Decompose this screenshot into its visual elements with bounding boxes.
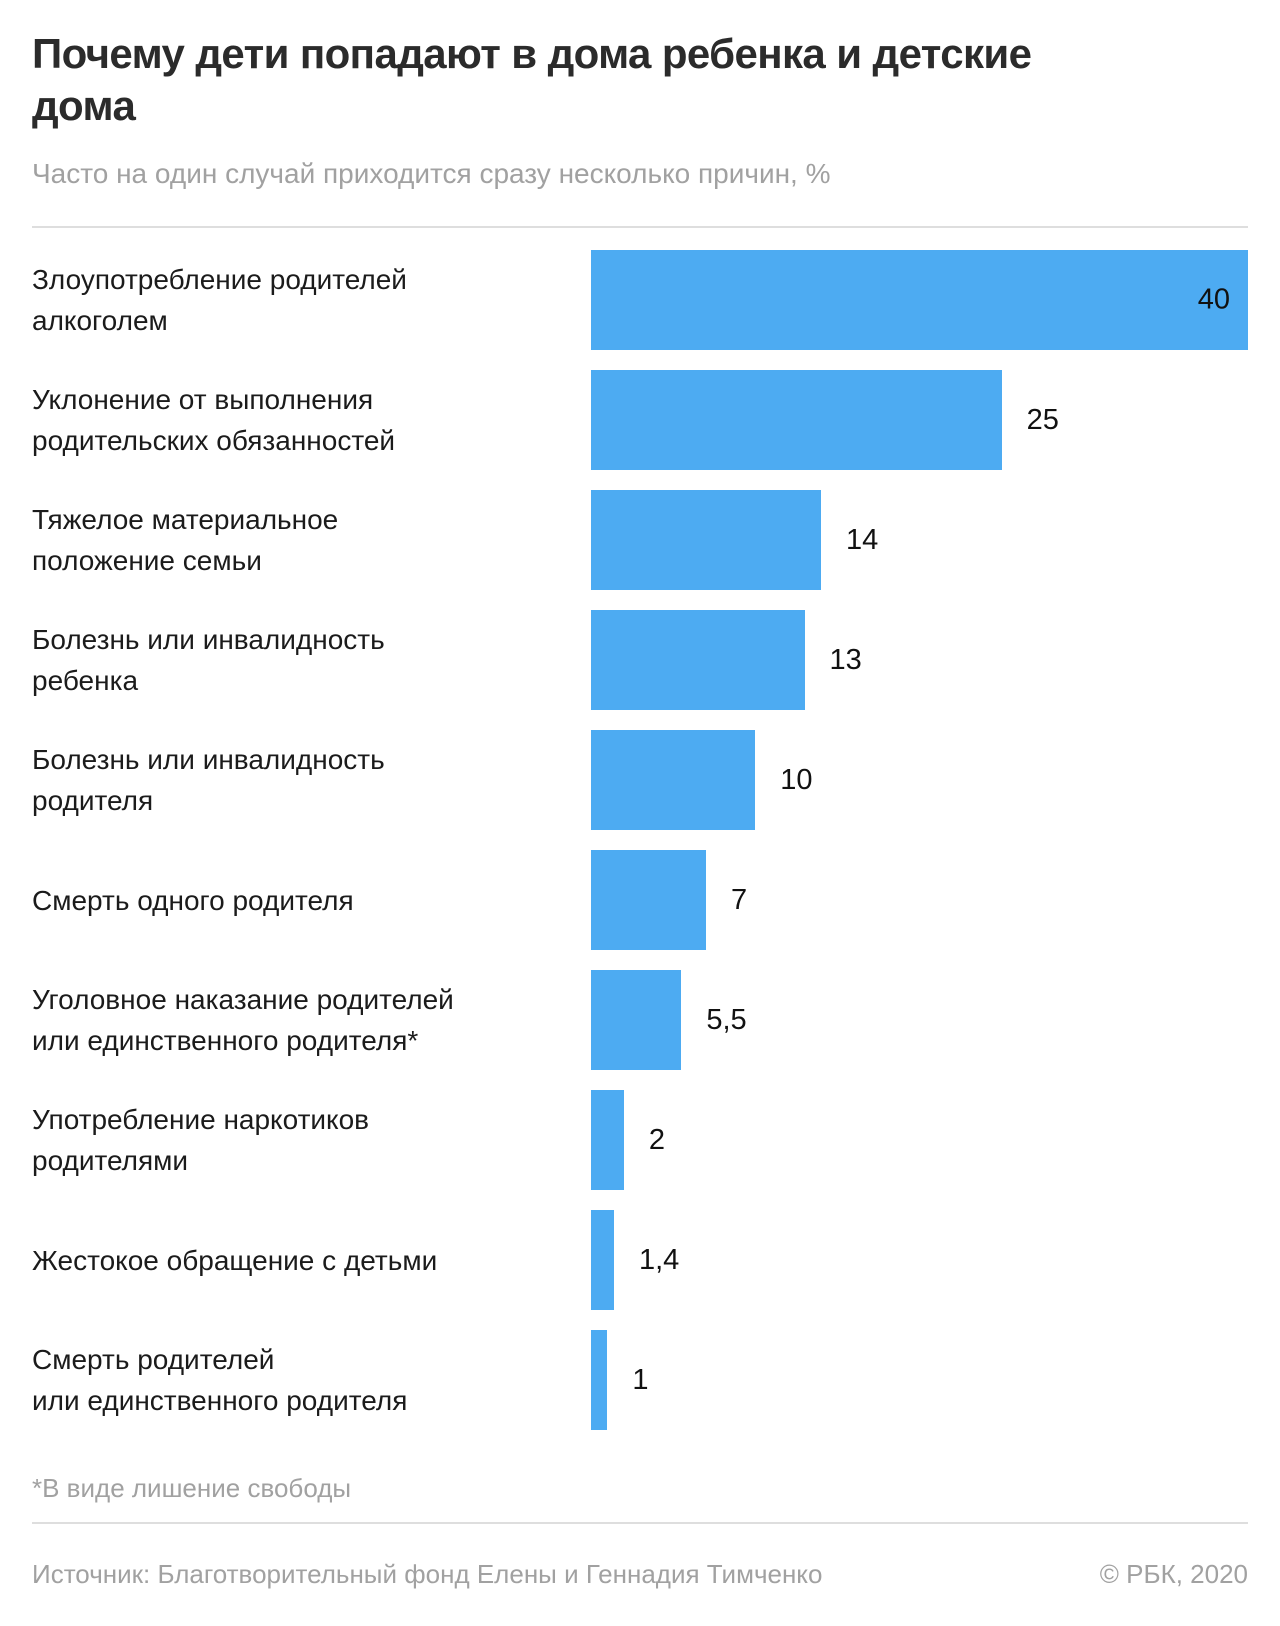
bar-row: Тяжелое материальное положение семьи 14 [32,480,1248,600]
value-label: 14 [845,523,879,556]
bar-area: 1,4 [591,1210,1248,1310]
bar-area: 14 [591,490,1248,590]
bar-area: 5,5 [591,970,1248,1070]
category-label: Уклонение от выполнения родительских обя… [32,384,396,456]
category-label: Злоупотребление родителей алкоголем [32,264,407,336]
bar-row: Жестокое обращение с детьми 1,4 [32,1200,1248,1320]
bar [591,970,682,1070]
bar [591,610,805,710]
bottom-divider [32,1522,1248,1524]
bar [591,1090,624,1190]
top-divider [32,226,1248,228]
value-label: 25 [1026,403,1059,436]
bar-row: Смерть родителей или единственного родит… [32,1320,1248,1440]
value-label: 1,4 [638,1243,680,1276]
category-label: Смерть одного родителя [32,884,354,916]
value-label: 13 [829,643,862,676]
bar-row: Уголовное наказание родителей или единст… [32,960,1248,1080]
value-label: 1 [632,1363,649,1396]
bar [591,250,1248,350]
bar [591,1330,608,1430]
bar [591,490,821,590]
footer: Источник: Благотворительный фонд Елены и… [32,1556,1248,1592]
bar-row: Болезнь или инвалидность ребенка 13 [32,600,1248,720]
category-label: Болезнь или инвалидность родителя [32,744,385,816]
bar [591,730,756,830]
bar [591,1210,614,1310]
bar-row: Употребление наркотиков родителями 2 [32,1080,1248,1200]
bar-area: 7 [591,850,1248,950]
category-label: Употребление наркотиков родителями [32,1104,370,1176]
bar-area: 40 [591,250,1248,350]
category-label: Тяжелое материальное положение семьи [32,504,339,576]
value-label: 40 [1197,283,1230,316]
source-credit: Источник: Благотворительный фонд Елены и… [32,1559,823,1589]
footnote: *В виде лишение свободы [32,1473,352,1503]
bar-row: Уклонение от выполнения родительских обя… [32,360,1248,480]
bar-chart: Злоупотребление родителей алкоголем 40 У… [32,240,1248,1440]
bar-area: 25 [591,370,1248,470]
bar-row: Болезнь или инвалидность родителя 10 [32,720,1248,840]
category-label: Болезнь или инвалидность ребенка [32,624,385,696]
page-title: Почему дети попадают в дома ребенка и де… [32,30,1032,129]
value-label: 10 [780,763,813,796]
bar-area: 2 [591,1090,1248,1190]
bar-row: Злоупотребление родителей алкоголем 40 [32,240,1248,360]
bar-area: 10 [591,730,1248,830]
infographic-page: Почему дети попадают в дома ребенка и де… [32,30,1248,1592]
category-label: Жестокое обращение с детьми [32,1244,438,1276]
category-label: Уголовное наказание родителей или единст… [32,984,454,1056]
category-label: Смерть родителей или единственного родит… [32,1344,408,1416]
bar-area: 13 [591,610,1248,710]
value-label: 7 [730,883,748,916]
value-label: 2 [648,1123,665,1156]
bar [591,370,1002,470]
bar-row: Смерть одного родителя 7 [32,840,1248,960]
page-subtitle: Часто на один случай приходится сразу не… [32,158,831,189]
copyright: © РБК, 2020 [1099,1559,1248,1589]
bar-area: 1 [591,1330,1248,1430]
bar [591,850,706,950]
value-label: 5,5 [706,1003,747,1036]
